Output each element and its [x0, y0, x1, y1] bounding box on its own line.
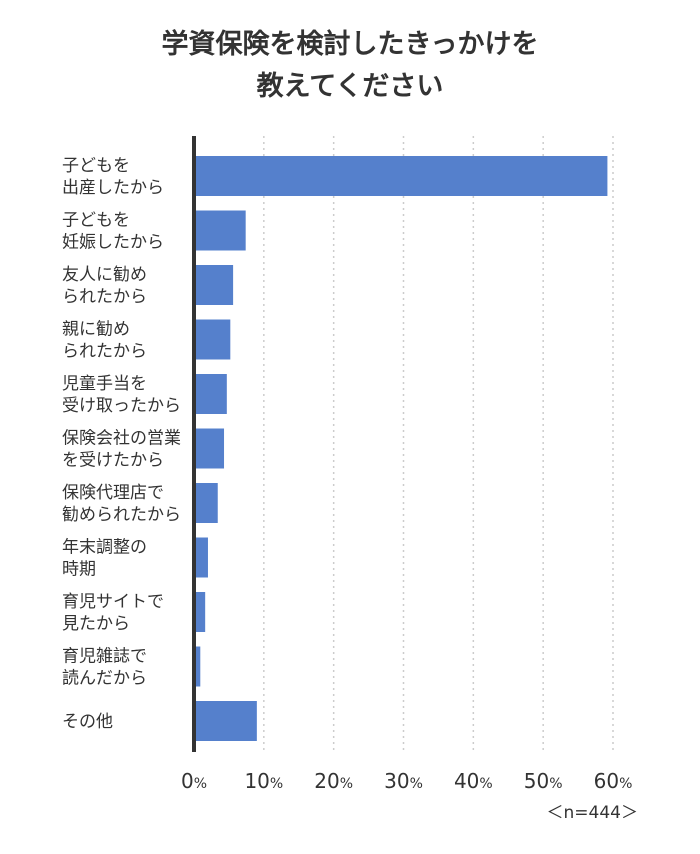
x-tick-number: 40: [454, 769, 479, 793]
x-tick-label: 10%: [244, 769, 283, 793]
category-label: られたから: [62, 342, 147, 362]
x-tick-label: 20%: [314, 769, 353, 793]
x-tick-number: 60: [594, 769, 619, 793]
x-tick-number: 10: [244, 769, 269, 793]
bar: [194, 701, 257, 741]
category-label: 読んだから: [62, 669, 147, 689]
category-label: 見たから: [62, 614, 130, 634]
x-tick-unit: %: [479, 776, 492, 792]
category-label: 出産したから: [62, 178, 164, 198]
category-label: 年末調整の: [62, 538, 147, 558]
category-label: 育児サイトで: [62, 592, 164, 612]
x-tick-number: 30: [384, 769, 409, 793]
chart-title-line-1: 学資保険を検討したきっかけを: [161, 29, 539, 60]
x-tick-number: 0: [181, 769, 194, 793]
category-label: 子どもを: [62, 211, 130, 231]
x-tick-label: 30%: [384, 769, 423, 793]
chart-title: 学資保険を検討したきっかけを 教えてください: [0, 24, 700, 108]
x-tick-unit: %: [410, 776, 423, 792]
bar: [194, 537, 208, 578]
chart-title-line-2: 教えてください: [256, 71, 444, 102]
bar: [194, 265, 234, 305]
sample-size-note: ＜n=444＞: [546, 803, 638, 823]
category-label: 受け取ったから: [62, 396, 181, 416]
bar: [194, 483, 218, 523]
category-label: その他: [62, 712, 113, 732]
bar: [194, 592, 206, 632]
bar: [194, 428, 225, 469]
x-tick-number: 50: [524, 769, 549, 793]
x-tick-unit: %: [549, 776, 562, 792]
bar: [194, 156, 608, 196]
category-label: 子どもを: [62, 156, 130, 176]
category-label: 時期: [62, 560, 96, 580]
bar: [194, 374, 227, 414]
category-label: 育児雑誌で: [62, 647, 147, 667]
category-label: 友人に勧め: [62, 265, 147, 285]
x-tick-unit: %: [340, 776, 353, 792]
category-label: 親に勧め: [62, 320, 130, 340]
x-tick-label: 0%: [181, 769, 207, 793]
x-tick-label: 50%: [524, 769, 563, 793]
x-tick-unit: %: [194, 776, 207, 792]
x-tick-number: 20: [314, 769, 339, 793]
category-label: 勧められたから: [62, 505, 181, 525]
category-label: 保険会社の営業: [62, 429, 181, 449]
x-tick-label: 60%: [594, 769, 633, 793]
x-tick-unit: %: [270, 776, 283, 792]
category-label: を受けたから: [62, 451, 164, 471]
category-label: 妊娠したから: [62, 233, 164, 253]
x-tick-label: 40%: [454, 769, 493, 793]
category-label: られたから: [62, 287, 147, 307]
bar: [194, 319, 231, 360]
bar: [194, 646, 201, 687]
bar: [194, 210, 246, 251]
category-label: 児童手当を: [62, 374, 147, 394]
x-tick-unit: %: [619, 776, 632, 792]
category-label: 保険代理店で: [62, 483, 164, 503]
